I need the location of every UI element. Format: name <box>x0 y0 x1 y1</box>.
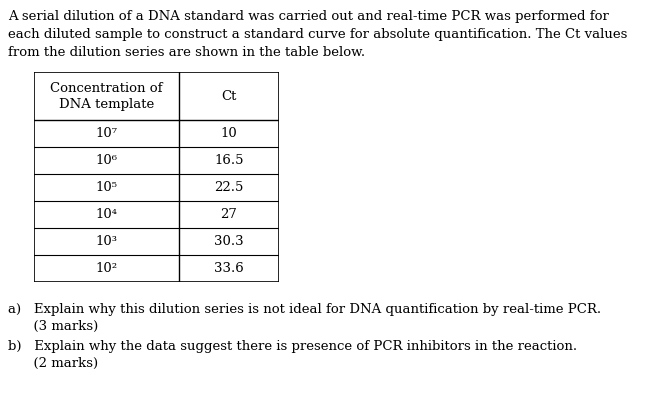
Text: from the dilution series are shown in the table below.: from the dilution series are shown in th… <box>8 46 365 59</box>
Text: 10³: 10³ <box>96 235 117 248</box>
Text: 10⁶: 10⁶ <box>96 154 117 167</box>
Text: Ct: Ct <box>221 90 237 102</box>
Text: 30.3: 30.3 <box>215 235 244 248</box>
Text: b)   Explain why the data suggest there is presence of PCR inhibitors in the rea: b) Explain why the data suggest there is… <box>8 340 577 353</box>
Text: 22.5: 22.5 <box>215 181 243 194</box>
Text: 10⁷: 10⁷ <box>95 127 117 140</box>
Text: 10⁴: 10⁴ <box>96 208 117 221</box>
Text: 33.6: 33.6 <box>214 262 244 275</box>
Text: 10: 10 <box>220 127 237 140</box>
Text: A serial dilution of a DNA standard was carried out and real-time PCR was perfor: A serial dilution of a DNA standard was … <box>8 10 609 23</box>
Text: 27: 27 <box>220 208 237 221</box>
Text: Concentration of
DNA template: Concentration of DNA template <box>51 81 163 111</box>
Text: 10⁵: 10⁵ <box>96 181 117 194</box>
Text: (2 marks): (2 marks) <box>8 357 98 370</box>
Text: 10²: 10² <box>95 262 117 275</box>
Text: each diluted sample to construct a standard curve for absolute quantification. T: each diluted sample to construct a stand… <box>8 28 627 41</box>
Text: (3 marks): (3 marks) <box>8 320 98 333</box>
Text: a)   Explain why this dilution series is not ideal for DNA quantification by rea: a) Explain why this dilution series is n… <box>8 303 601 316</box>
Text: 16.5: 16.5 <box>215 154 244 167</box>
